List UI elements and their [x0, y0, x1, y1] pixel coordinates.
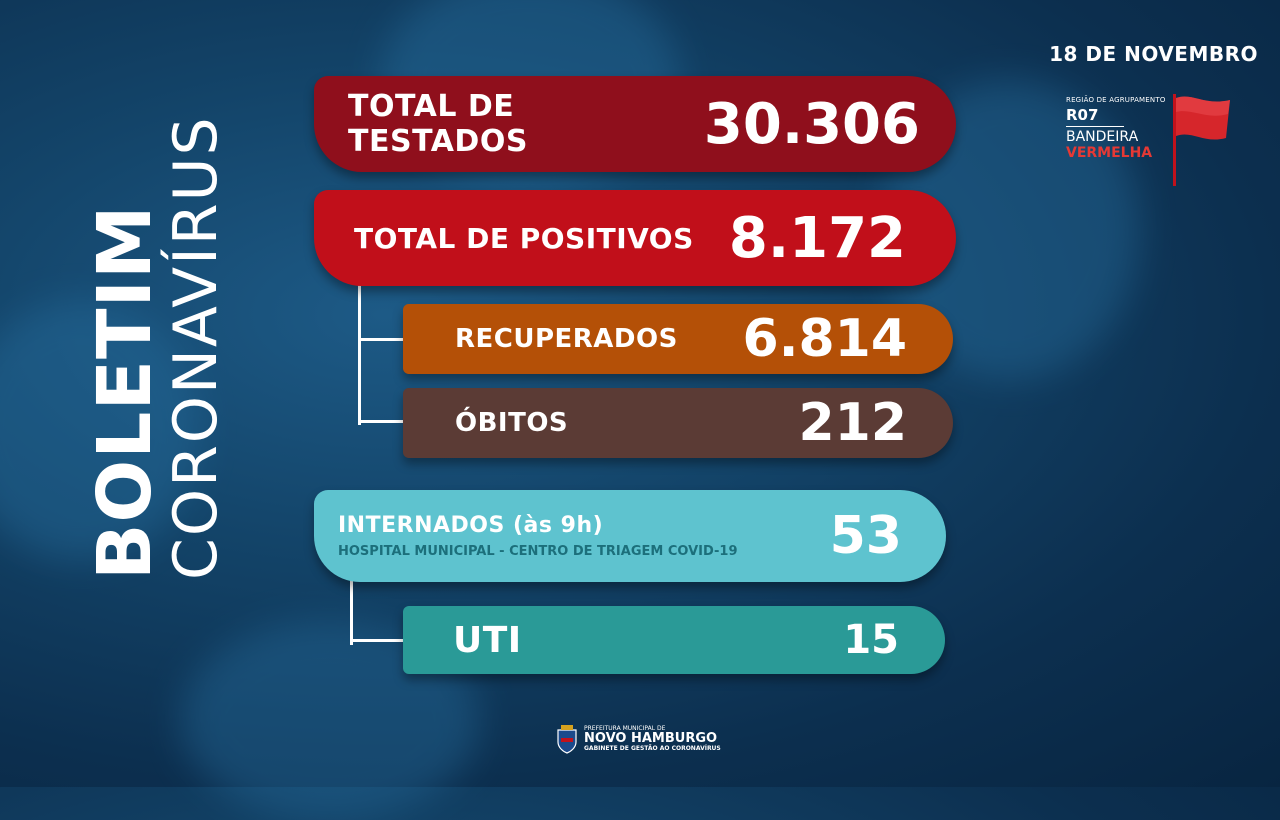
stat-value: 53	[829, 506, 902, 566]
stat-value: 30.306	[703, 91, 920, 157]
stat-value: 6.814	[742, 309, 907, 369]
stat-sublabel: HOSPITAL MUNICIPAL - CENTRO DE TRIAGEM C…	[338, 544, 738, 559]
stat-label: INTERNADOS (às 9h)	[338, 513, 604, 538]
connector-uti	[350, 639, 430, 642]
stat-value: 8.172	[728, 205, 906, 271]
stat-uti: UTI 15	[403, 606, 945, 674]
stat-label-stack: INTERNADOS (às 9h) HOSPITAL MUNICIPAL - …	[338, 513, 738, 559]
connector-obitos	[358, 420, 436, 423]
logo-line3: GABINETE DE GESTÃO AO CORONAVÍRUS	[584, 744, 721, 752]
logo-line1: PREFEITURA MUNICIPAL DE	[584, 724, 666, 732]
stat-internados: INTERNADOS (às 9h) HOSPITAL MUNICIPAL - …	[314, 490, 946, 582]
stat-label: TOTAL DE POSITIVOS	[354, 221, 694, 255]
region-code: R07	[1066, 106, 1124, 127]
stat-value: 15	[843, 617, 899, 663]
stat-total-positivos: TOTAL DE POSITIVOS 8.172	[314, 190, 956, 286]
region-badge: REGIÃO DE AGRUPAMENTO R07 BANDEIRA VERME…	[1066, 96, 1186, 161]
red-flag-icon	[1173, 94, 1230, 186]
region-flag-line2: VERMELHA	[1066, 145, 1153, 161]
region-caption: REGIÃO DE AGRUPAMENTO	[1066, 96, 1166, 104]
stat-label: TOTAL DE TESTADOS	[348, 89, 528, 159]
connector-positivos	[358, 276, 361, 425]
stat-total-testados: TOTAL DE TESTADOS 30.306	[314, 76, 956, 172]
logo-line2: NOVO HAMBURGO	[584, 731, 718, 747]
connector-internados	[350, 570, 353, 645]
connector-recuperados	[358, 338, 436, 341]
city-logo: PREFEITURA MUNICIPAL DE NOVO HAMBURGO GA…	[556, 724, 721, 754]
side-title: BOLETIM CORONAVÍRUS	[82, 115, 231, 580]
virus-blob	[0, 300, 200, 560]
region-flag-line1: BANDEIRA	[1066, 129, 1139, 145]
side-title-light: CORONAVÍRUS	[161, 115, 231, 580]
stat-label: RECUPERADOS	[455, 324, 678, 354]
stat-value: 212	[798, 393, 907, 453]
stat-recuperados: RECUPERADOS 6.814	[403, 304, 953, 374]
date-label: 18 DE NOVEMBRO	[1049, 42, 1258, 66]
stat-label: ÓBITOS	[455, 408, 569, 438]
stat-obitos: ÓBITOS 212	[403, 388, 953, 458]
stat-label: UTI	[453, 619, 522, 661]
side-title-bold: BOLETIM	[82, 204, 168, 580]
logo-text: PREFEITURA MUNICIPAL DE NOVO HAMBURGO GA…	[584, 724, 721, 752]
coat-of-arms-icon	[557, 725, 577, 754]
